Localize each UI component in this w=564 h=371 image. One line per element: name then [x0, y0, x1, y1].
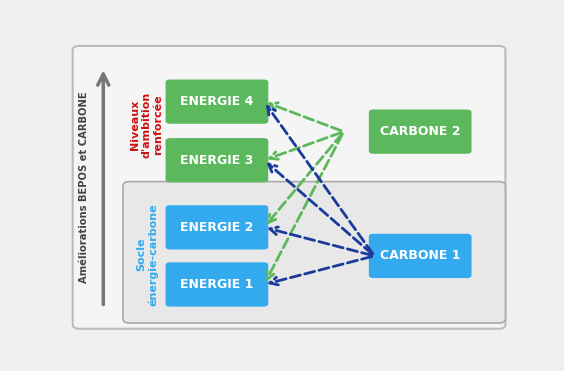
Text: CARBONE 1: CARBONE 1 [380, 249, 460, 262]
FancyBboxPatch shape [166, 138, 268, 183]
Text: ENERGIE 2: ENERGIE 2 [180, 221, 254, 234]
Text: ENERGIE 1: ENERGIE 1 [180, 278, 254, 291]
FancyBboxPatch shape [166, 262, 268, 306]
FancyBboxPatch shape [123, 182, 505, 323]
Text: Améliorations BEPOS et CARBONE: Améliorations BEPOS et CARBONE [78, 92, 89, 283]
Text: Niveaux
d'ambition
renforcée: Niveaux d'ambition renforcée [130, 91, 164, 158]
Text: ENERGIE 4: ENERGIE 4 [180, 95, 254, 108]
FancyBboxPatch shape [166, 205, 268, 249]
Text: ENERGIE 3: ENERGIE 3 [180, 154, 254, 167]
Text: Socle
énergie-carbone: Socle énergie-carbone [136, 203, 158, 306]
Text: CARBONE 2: CARBONE 2 [380, 125, 460, 138]
FancyBboxPatch shape [369, 234, 472, 278]
FancyBboxPatch shape [73, 46, 505, 329]
FancyBboxPatch shape [166, 79, 268, 124]
FancyBboxPatch shape [369, 109, 472, 154]
